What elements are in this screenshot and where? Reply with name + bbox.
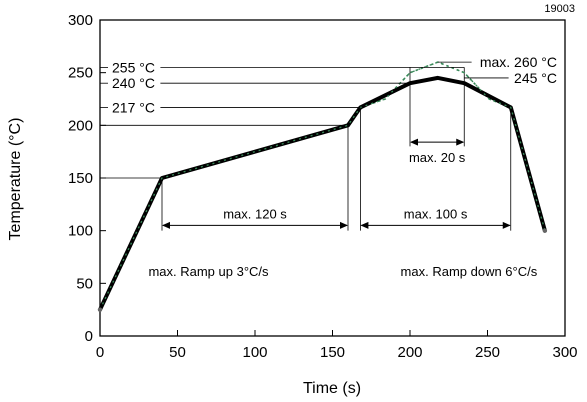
arrow-head-right — [456, 138, 465, 146]
arrow-head-right — [502, 221, 511, 229]
x-axis-title: Time (s) — [303, 380, 361, 397]
y-tick-label: 0 — [85, 328, 93, 345]
x-tick-label: 50 — [169, 344, 186, 361]
axis-ticks: 0 50 100 150 200 250 300 0 50 100 150 200 250 300 — [68, 12, 578, 361]
temp-label: 217 °C — [112, 99, 155, 115]
y-tick-label: 250 — [68, 65, 93, 82]
reference-lines — [100, 67, 512, 231]
temp-label: 240 °C — [112, 75, 155, 91]
span-label: max. 120 s — [223, 206, 287, 221]
x-tick-label: 0 — [96, 344, 104, 361]
span-label: max. 20 s — [409, 150, 466, 165]
arrow-head-left — [360, 221, 369, 229]
figure-id: 19003 — [544, 3, 575, 15]
x-tick-label: 250 — [475, 344, 500, 361]
temp-label: max. 260 °C — [480, 54, 557, 70]
x-tick-label: 150 — [320, 344, 345, 361]
y-tick-label: 100 — [68, 223, 93, 240]
y-axis-title: Temperature (°C) — [7, 118, 24, 241]
duration-annotations: max. 120 s max. 100 s max. 20 s max. Ramp u… — [148, 138, 538, 279]
x-tick-label: 300 — [552, 344, 577, 361]
note-label: max. Ramp up 3°C/s — [148, 264, 269, 279]
temp-label: 255 °C — [112, 59, 155, 75]
arrow-head-right — [340, 221, 348, 229]
y-tick-label: 50 — [76, 275, 93, 292]
x-tick-label: 200 — [397, 344, 422, 361]
note-label: max. Ramp down 6°C/s — [401, 264, 538, 279]
y-tick-label: 300 — [68, 12, 93, 29]
arrow-head-left — [162, 221, 170, 229]
x-tick-label: 100 — [242, 344, 267, 361]
span-label: max. 100 s — [404, 206, 468, 221]
arrow-head-left — [410, 138, 418, 146]
start-point — [97, 307, 103, 312]
y-tick-label: 150 — [68, 170, 93, 187]
end-point — [542, 228, 548, 233]
y-tick-label: 200 — [68, 117, 93, 134]
temp-label: 245 °C — [514, 70, 557, 86]
